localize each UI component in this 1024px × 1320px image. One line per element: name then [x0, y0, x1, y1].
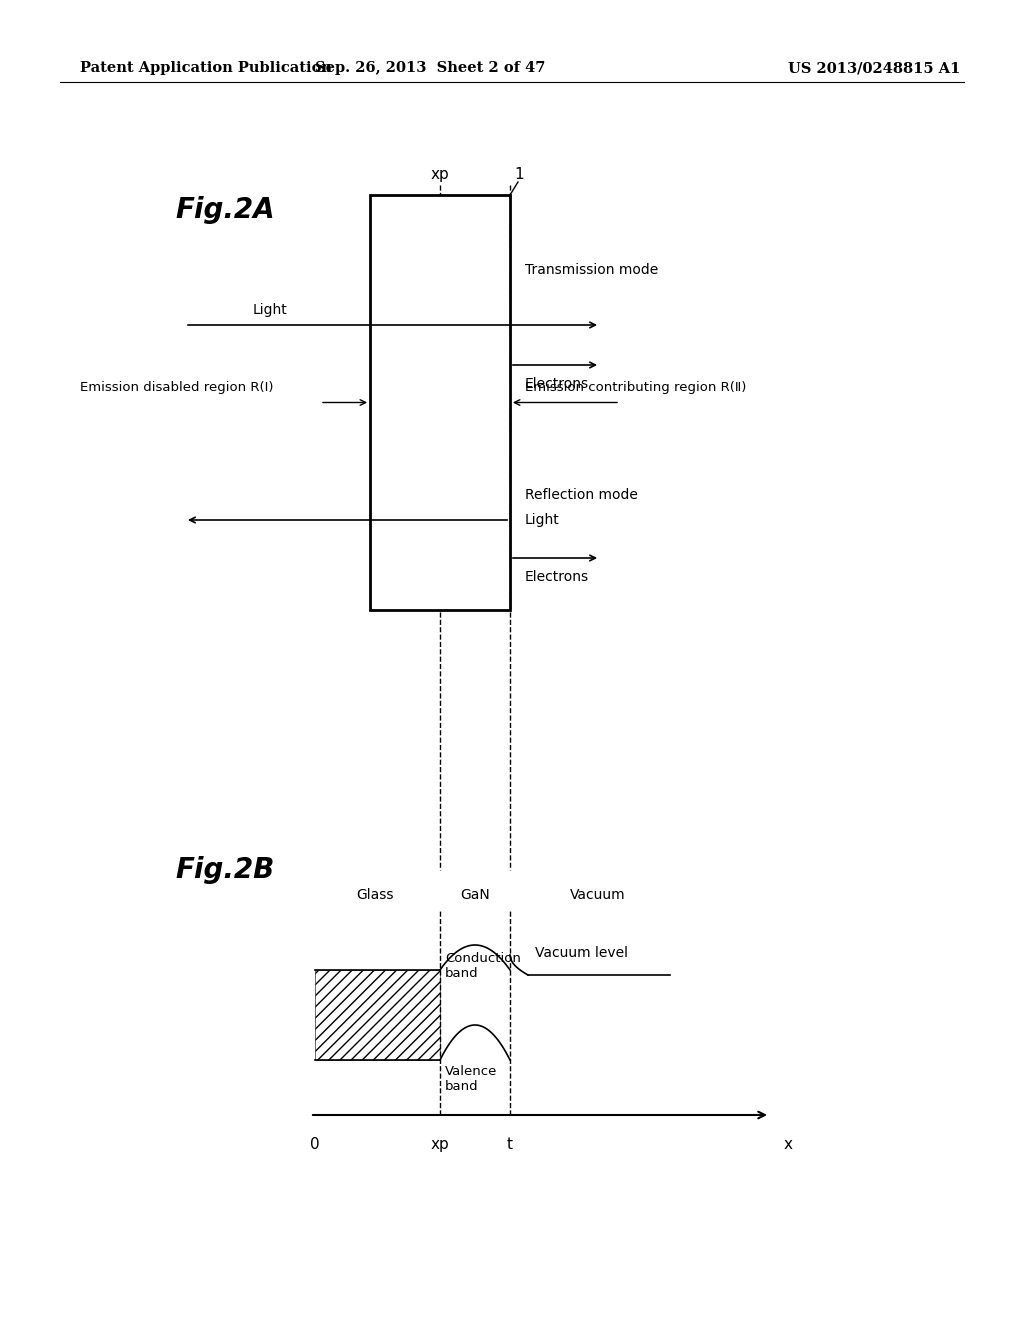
Text: Electrons: Electrons — [525, 570, 589, 583]
Bar — [370, 195, 510, 610]
Text: Valence
band: Valence band — [445, 1065, 498, 1093]
Text: Emission disabled region R(Ⅰ): Emission disabled region R(Ⅰ) — [80, 381, 273, 395]
Text: Reflection mode: Reflection mode — [525, 488, 638, 502]
Text: t: t — [507, 1137, 513, 1152]
Text: xp: xp — [431, 168, 450, 182]
Text: Vacuum: Vacuum — [570, 888, 626, 902]
Text: x: x — [783, 1137, 793, 1152]
Text: Transmission mode: Transmission mode — [525, 263, 658, 277]
Text: Electrons: Electrons — [525, 378, 589, 391]
Text: Emission contributing region R(Ⅱ): Emission contributing region R(Ⅱ) — [525, 381, 746, 395]
Text: Fig.2B: Fig.2B — [175, 855, 274, 884]
Text: xp: xp — [431, 1137, 450, 1152]
Text: Light: Light — [525, 513, 560, 527]
Text: Patent Application Publication: Patent Application Publication — [80, 61, 332, 75]
Text: GaN: GaN — [460, 888, 489, 902]
Text: 0: 0 — [310, 1137, 319, 1152]
Text: Light: Light — [253, 304, 288, 317]
Text: Fig.2A: Fig.2A — [175, 195, 274, 224]
Text: US 2013/0248815 A1: US 2013/0248815 A1 — [787, 61, 961, 75]
Text: Vacuum level: Vacuum level — [535, 946, 628, 960]
Text: 1: 1 — [514, 168, 523, 182]
Text: Sep. 26, 2013  Sheet 2 of 47: Sep. 26, 2013 Sheet 2 of 47 — [314, 61, 545, 75]
Text: Glass: Glass — [356, 888, 394, 902]
Text: Conduction
band: Conduction band — [445, 952, 521, 979]
